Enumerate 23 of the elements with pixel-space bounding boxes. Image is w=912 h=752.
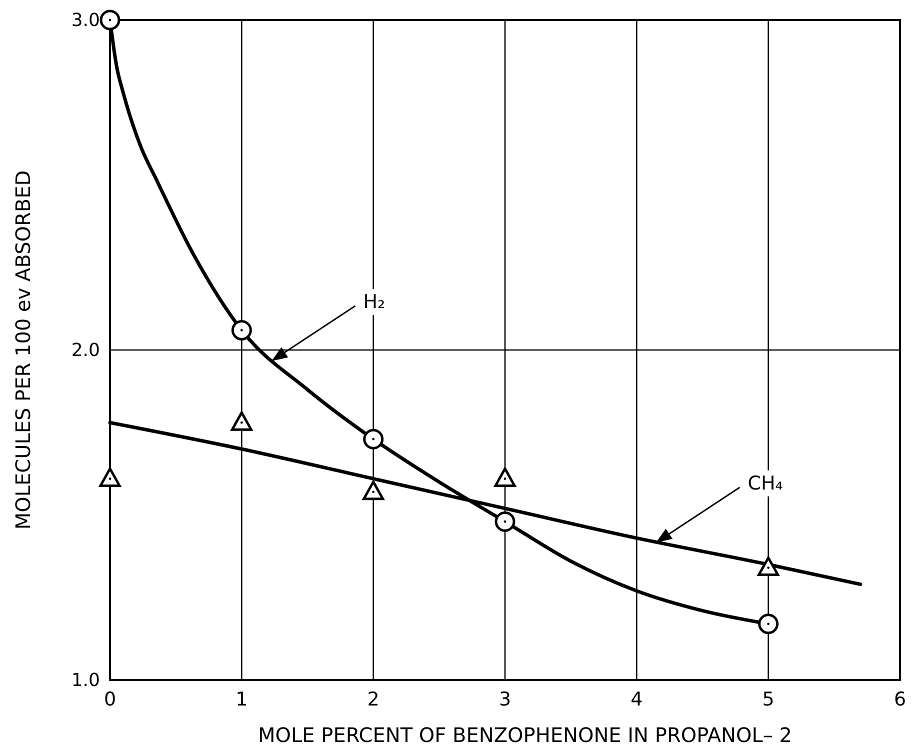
- point: [363, 428, 384, 450]
- y-tick-label: 1.0: [71, 670, 100, 691]
- y-tick-label: 3.0: [71, 10, 100, 31]
- x-tick-label: 3: [498, 688, 512, 710]
- y-tick-label: 2.0: [71, 340, 100, 361]
- point: [231, 320, 252, 340]
- x-tick-label: 5: [762, 688, 774, 710]
- x-tick-label: 4: [630, 688, 643, 710]
- annotation: CH₄: [748, 472, 784, 494]
- point: [100, 10, 120, 30]
- x-tick-label: 2: [367, 688, 380, 710]
- point: [362, 480, 384, 500]
- point: [494, 511, 516, 532]
- x-axis-title: MOLE PERCENT OF BENZOPHENONE IN PROPANOL– 2: [258, 723, 792, 747]
- point: [99, 467, 121, 487]
- point: [230, 411, 252, 431]
- annotation: H₂: [363, 290, 386, 313]
- x-tick-label: 1: [236, 688, 248, 710]
- x-tick-label: 6: [894, 688, 906, 710]
- point: [494, 467, 516, 487]
- x-tick-label: 0: [104, 688, 116, 710]
- point: [758, 556, 780, 576]
- y-axis-title: MOLECULES PER 100 ev ABSORBED: [11, 170, 35, 530]
